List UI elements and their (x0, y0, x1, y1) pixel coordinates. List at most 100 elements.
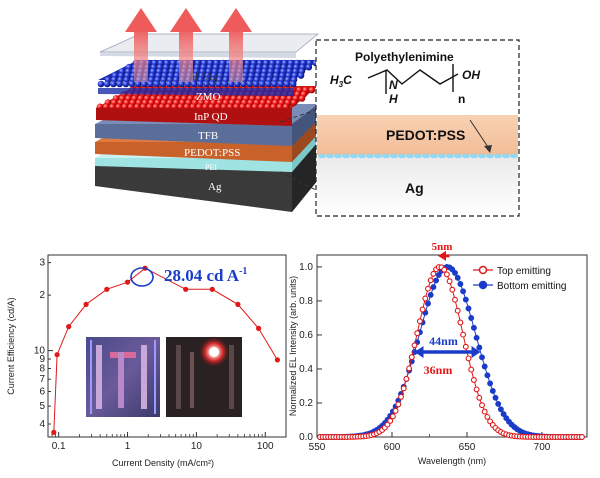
zmo-sphere (209, 80, 216, 88)
chart1-data-point (83, 301, 89, 307)
chart2-top-emitting-point (389, 413, 396, 420)
emission-arrows (125, 8, 252, 82)
pei-bead (510, 153, 518, 159)
chart2-top-emitting-point (470, 377, 477, 383)
fwhm-bottom-label: 44nm (429, 334, 458, 348)
chart2-top-emitting-point (406, 365, 413, 372)
device-photos (86, 336, 242, 417)
chart2-top-emitting-point (484, 413, 491, 420)
chart2-top-emitting-point (408, 354, 415, 361)
legend-label-bottom: Bottom emitting (497, 281, 566, 292)
chart2-bottom-emitting-point (473, 334, 480, 341)
zmo-sphere (258, 80, 266, 88)
chart2-top-emitting-point (403, 375, 410, 382)
chart2-top-emitting-point (430, 270, 437, 277)
chart2-y-axis-title: Normalized EL Intensity (arb. units) (288, 276, 298, 416)
chart2-top-emitting-point (419, 306, 426, 313)
inset-pedot-label: PEDOT:PSS (386, 127, 465, 143)
inset-connectors (279, 109, 317, 191)
shift-label: 5nm (432, 241, 453, 253)
chart2-bottom-emitting-point (425, 300, 431, 307)
chart2-top-emitting-point (411, 342, 418, 349)
zmo-sphere (227, 80, 235, 88)
chart1-y-tick-label: 3 (39, 258, 45, 269)
chart1-data-point (274, 357, 280, 363)
chart2-y-tick-label: 0.8 (299, 296, 313, 307)
inset-ag-label: Ag (405, 180, 424, 196)
pei-bead (334, 153, 342, 159)
pei-bead (358, 153, 366, 159)
chart2-bottom-emitting-point (489, 387, 496, 394)
inset-schematic: Polyethylenimine H3C N H OH n PEDOT:PSS … (315, 39, 520, 217)
chart1-data-point (104, 286, 110, 292)
qd-sphere (290, 99, 298, 106)
chart2-y-tick-label: 0.2 (299, 398, 313, 409)
chart1-data-point (51, 429, 57, 435)
backbone-bonds (367, 69, 459, 85)
chart1-series-line (53, 267, 278, 433)
qd-sphere (308, 86, 316, 94)
chart1-y-tick-label: 2 (39, 290, 45, 301)
chart1-data-point (66, 324, 72, 330)
legend-item-top: Top emitting (473, 265, 551, 277)
chart1-data-point (54, 352, 60, 358)
device-stack: Ag PEI PEDOT:PSS TFB InP QD ZMO (95, 8, 320, 212)
pointer-line (469, 119, 491, 151)
chart2-bottom-emitting-point (433, 277, 440, 284)
chart2-top-emitting-point (414, 330, 421, 337)
chart2-bottom-emitting-point (492, 394, 499, 401)
zmo-sphere (265, 80, 272, 88)
chart1-data-point (124, 279, 131, 285)
emission-arrow (220, 8, 252, 82)
fwhm-bottom-arrowhead-right (471, 345, 481, 358)
chart1-x-tick-label: 0.1 (52, 441, 66, 452)
pei-bead (374, 153, 382, 159)
pei-bead (486, 153, 494, 159)
zmo-sphere (153, 80, 161, 88)
chart2-top-emitting-point (425, 285, 431, 292)
chart2-top-emitting-point (422, 295, 429, 302)
legend-item-bottom: Bottom emitting (473, 280, 566, 292)
zmo-front-face (98, 88, 294, 96)
chart1-data-point (256, 325, 262, 331)
layer-al-ag: Al / Ag (99, 33, 320, 83)
pei-bead (342, 153, 350, 159)
pei-bead (478, 153, 486, 159)
chart1-x-tick-label: 100 (257, 441, 274, 452)
layer-label-ag: Ag (208, 181, 222, 193)
pei-bead (446, 153, 454, 159)
molecule-name: Polyethylenimine (355, 50, 454, 64)
zmo-sphere (122, 80, 130, 88)
chart2-top-emitting-point (578, 434, 585, 440)
layer-label-inp-qd: InP QD (194, 111, 228, 123)
pei-bead (430, 153, 438, 159)
chart1-y-tick-label: 6 (39, 387, 45, 398)
zmo-sphere (283, 80, 291, 88)
chart1-y-tick-label: 9 (39, 354, 45, 365)
chart2-top-emitting-point (481, 408, 488, 415)
fwhm-bottom-arrowhead-left (414, 345, 424, 358)
qd-front-face (96, 108, 292, 126)
chart2-top-emitting-point (387, 417, 394, 424)
chart2-top-emitting-point (449, 286, 456, 293)
chart1-x-axis-title: Current Density (mA/cm²) (112, 458, 214, 468)
zmo-sphere (128, 80, 136, 88)
pei-bead (494, 153, 502, 159)
chart2-bottom-emitting-point (435, 271, 442, 278)
chart2-bottom-emitting-point (495, 400, 502, 407)
chart1-y-tick-label: 7 (39, 374, 45, 385)
chart1-y-tick-label: 5 (39, 401, 45, 412)
chart1-data-point (209, 286, 215, 292)
chart2-bottom-emitting-point (457, 281, 464, 287)
chart2-top-emitting-point (446, 278, 453, 285)
zmo-sphere (203, 80, 210, 88)
zmo-sphere (277, 80, 285, 88)
chart2-bottom-emitting-point (460, 288, 467, 295)
chart2-x-tick-label: 700 (534, 442, 551, 453)
pei-bead (470, 153, 478, 159)
zmo-sphere (178, 80, 185, 88)
chart2-top-emitting-point (395, 401, 402, 408)
emission-arrow (125, 8, 157, 82)
chart2-y-tick-label: 0.4 (299, 364, 313, 375)
